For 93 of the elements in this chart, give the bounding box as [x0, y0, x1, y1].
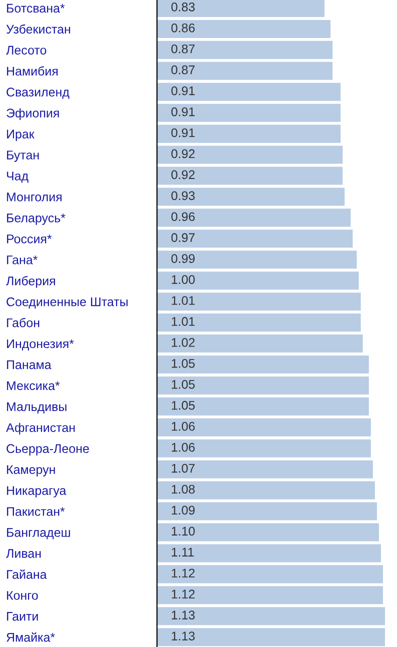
data-label: 0.91 — [171, 86, 195, 96]
data-label: 1.12 — [172, 568, 195, 578]
bar — [157, 40, 333, 59]
bar — [157, 272, 359, 290]
data-label: 0.83 — [171, 2, 195, 12]
bar — [157, 250, 357, 269]
y-tick-label: Панама — [7, 360, 52, 370]
data-label: 0.96 — [171, 212, 195, 222]
y-tick-label: Габон — [7, 318, 40, 328]
bar — [157, 586, 383, 604]
y-tick-label: Индонезия* — [7, 339, 74, 351]
y-tick-label: Свазиленд — [6, 88, 70, 99]
y-tick-label: Афганистан — [6, 422, 75, 435]
data-label: 1.07 — [172, 464, 195, 473]
y-tick-label: Мальдивы — [7, 402, 66, 414]
y-tick-label: Камерун — [7, 465, 55, 476]
y-tick-label: Никарагуа — [7, 486, 66, 498]
y-tick-label: Гаити — [7, 612, 38, 621]
data-label: 1.08 — [172, 484, 195, 494]
data-label: 1.05 — [172, 358, 195, 368]
y-tick-label: Ливан — [6, 549, 41, 558]
data-label: 0.87 — [171, 44, 195, 54]
data-label: 1.13 — [172, 632, 195, 640]
bar — [157, 292, 361, 311]
y-tick-label: Сьерра-Леоне — [6, 444, 89, 456]
y-tick-label: Ботсвана* — [7, 4, 65, 13]
y-tick-label: Монголия — [7, 192, 62, 202]
y-tick-label: Соединенные Штаты — [6, 297, 128, 309]
data-label: 0.97 — [171, 233, 195, 242]
bar — [157, 628, 385, 646]
data-label: 0.92 — [171, 149, 195, 158]
bar — [157, 166, 343, 185]
y-tick-label: Либерия — [6, 276, 55, 288]
bar — [157, 62, 333, 80]
bar — [157, 82, 341, 101]
y-tick-label: Бутан — [7, 150, 39, 162]
data-label: 1.01 — [172, 317, 195, 326]
data-label: 1.02 — [172, 338, 195, 347]
data-label: 1.01 — [172, 296, 195, 305]
data-label: 1.05 — [172, 380, 195, 389]
bar — [157, 565, 383, 584]
y-tick-label: Пакистан* — [7, 507, 65, 516]
bar — [157, 523, 379, 542]
y-tick-label: Чад — [6, 172, 28, 183]
data-label: 1.12 — [172, 590, 195, 598]
bar — [157, 397, 369, 416]
data-label: 0.87 — [171, 65, 195, 74]
bar — [157, 418, 371, 436]
y-tick-label: Гана* — [7, 256, 38, 264]
bar — [157, 146, 343, 164]
data-label: 0.92 — [171, 170, 195, 180]
bar — [157, 334, 363, 353]
data-label: 1.00 — [172, 275, 195, 284]
bar — [157, 376, 369, 394]
y-tick-label: Лесото — [6, 46, 46, 55]
y-tick-label: Беларусь* — [7, 214, 66, 225]
bar — [157, 460, 373, 478]
y-tick-label: Намибия — [7, 66, 58, 76]
y-tick-label: Конго — [7, 591, 38, 600]
data-label: 0.91 — [171, 128, 195, 138]
data-label: 0.91 — [171, 107, 195, 116]
y-tick-label: Ирак — [7, 130, 34, 141]
y-tick-label: Мексика* — [7, 381, 60, 390]
data-label: 1.11 — [172, 548, 194, 556]
bar — [157, 124, 341, 143]
data-label: 0.86 — [171, 23, 195, 32]
data-label: 0.99 — [171, 254, 195, 263]
bar — [157, 607, 385, 626]
y-tick-label: Ямайка* — [6, 632, 55, 642]
data-label: 1.06 — [172, 422, 195, 431]
bar — [157, 502, 377, 520]
bar — [157, 208, 351, 227]
bar — [157, 104, 341, 122]
data-label: 1.05 — [172, 400, 195, 410]
bar — [157, 20, 331, 38]
data-label: 1.13 — [172, 610, 195, 620]
y-tick-label: Гайана — [7, 569, 47, 579]
bar — [157, 355, 369, 374]
y-tick-label: Эфиопия — [6, 108, 59, 120]
bar — [157, 0, 324, 18]
y-tick-label: Россия* — [7, 234, 52, 244]
y-tick-label: Узбекистан — [6, 24, 70, 34]
y-tick-label: Бангладеш — [7, 528, 70, 540]
data-label: 1.06 — [172, 442, 195, 452]
bar — [157, 439, 371, 458]
bar — [157, 481, 375, 500]
bar — [157, 188, 345, 206]
bar — [157, 230, 353, 248]
data-label: 1.10 — [172, 526, 195, 536]
data-label: 1.09 — [172, 506, 195, 515]
bar — [157, 314, 361, 332]
data-label: 0.93 — [171, 191, 195, 200]
bar — [157, 544, 381, 562]
